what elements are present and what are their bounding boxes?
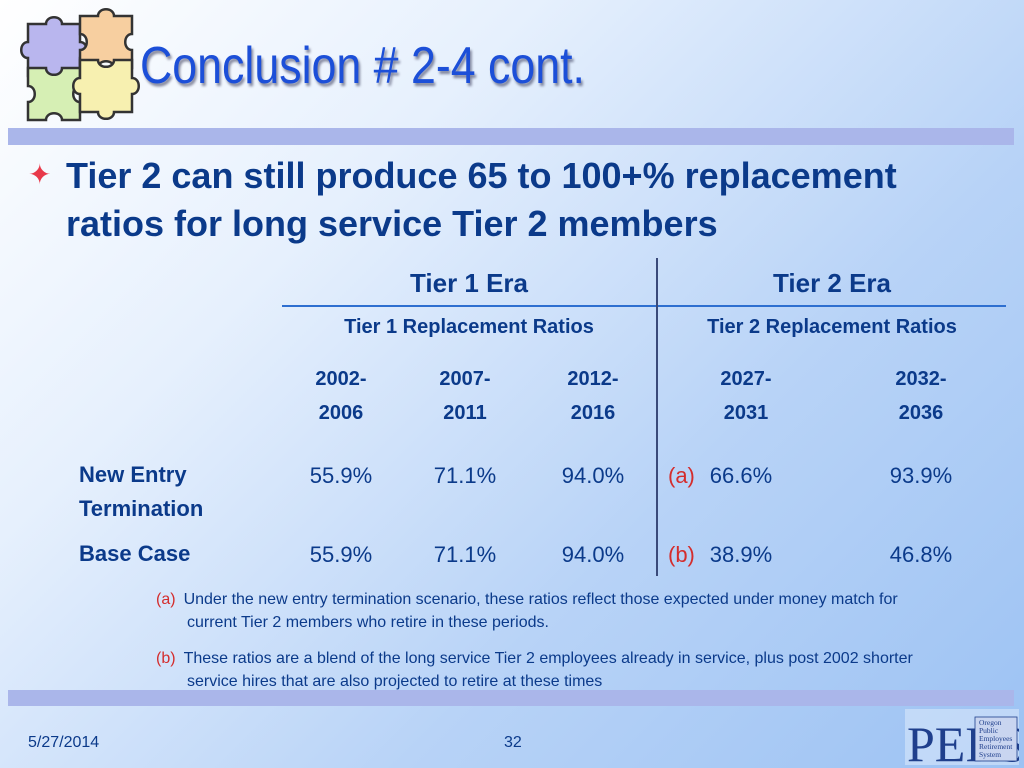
table-cell: 55.9%	[309, 542, 373, 567]
row-label: Base Case	[79, 541, 191, 566]
year-header: 2002- 2006	[315, 368, 367, 424]
footnote-marker: (a)	[668, 463, 695, 488]
table-cell: 71.1%	[433, 463, 497, 488]
table-cell: 71.1%	[433, 542, 497, 567]
svg-text:Retirement: Retirement	[979, 742, 1013, 751]
footer-date: 5/27/2014	[28, 734, 100, 751]
table-cell: 94.0%	[561, 463, 625, 488]
footer-divider	[8, 690, 1014, 706]
header-divider	[8, 128, 1014, 145]
footnote-marker: (b)	[668, 542, 695, 567]
table-cell: 94.0%	[561, 542, 625, 567]
row-label: New Entry Termination	[79, 462, 204, 521]
header-rule	[282, 305, 1006, 307]
footnote-a: (a) Under the new entry termination scena…	[156, 591, 898, 631]
tier1-era-header: Tier 1 Era	[409, 268, 529, 298]
year-header: 2032- 2036	[895, 368, 947, 424]
year-header: 2012- 2016	[567, 368, 619, 424]
page-number: 32	[504, 734, 522, 751]
tier2-subheader: Tier 2 Replacement Ratios	[707, 316, 957, 338]
year-header: 2027- 2031	[720, 368, 772, 424]
table-cell: 93.9%	[889, 463, 953, 488]
svg-text:Oregon: Oregon	[979, 718, 1002, 727]
table-cell: 55.9%	[309, 463, 373, 488]
footnote-b: (b) These ratios are a blend of the long …	[156, 650, 913, 690]
tier2-era-header: Tier 2 Era	[772, 268, 892, 298]
tier1-subheader: Tier 1 Replacement Ratios	[344, 316, 594, 338]
era-divider	[656, 258, 658, 576]
svg-text:Employees: Employees	[979, 734, 1012, 743]
table-cell: 38.9%	[709, 542, 773, 567]
pers-logo: PERS Oregon Public Employees Retirement …	[905, 709, 1019, 765]
svg-text:Public: Public	[979, 726, 999, 735]
bullet-text: Tier 2 can still produce 65 to 100+% rep…	[66, 155, 897, 244]
star-icon: ✦	[28, 159, 52, 190]
puzzle-icon	[20, 8, 140, 122]
svg-text:System: System	[979, 750, 1001, 759]
table-cell: 46.8%	[889, 542, 953, 567]
bullet-point: ✦ Tier 2 can still produce 65 to 100+% r…	[28, 152, 933, 248]
year-header: 2007- 2011	[439, 368, 491, 424]
slide-title: Conclusion # 2-4 cont.	[140, 37, 585, 95]
table-cell: 66.6%	[709, 463, 773, 488]
